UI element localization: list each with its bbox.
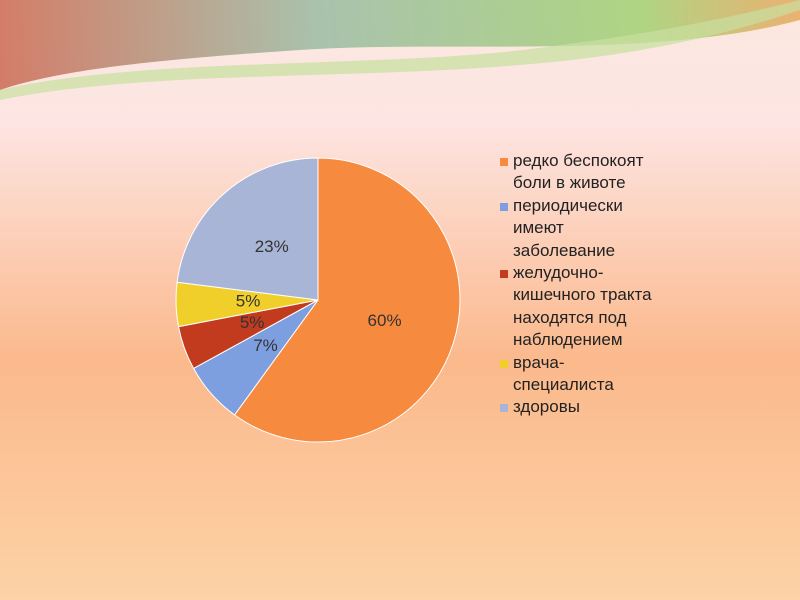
legend-label: редко беспокоят боли в животе — [513, 151, 644, 193]
wave — [0, 0, 800, 90]
legend-entry: желудочно-кишечного тракта находятся под… — [500, 262, 665, 352]
data-label: 23% — [255, 237, 289, 256]
legend-label: периодически имеют заболевание — [513, 195, 623, 260]
legend-swatch — [500, 359, 508, 368]
wave — [0, 0, 800, 100]
pie-slice — [233, 157, 461, 443]
data-label: 5% — [236, 292, 261, 311]
legend-label: желудочно-кишечного тракта находятся под… — [513, 263, 652, 350]
data-label: 5% — [240, 313, 265, 332]
pie-slice — [176, 157, 319, 301]
legend-entry: здоровы — [500, 396, 665, 418]
legend: редко беспокоят боли в животе периодическ… — [500, 150, 665, 419]
legend-swatch — [500, 158, 508, 166]
legend-swatch — [500, 404, 508, 413]
legend-swatch — [500, 270, 508, 279]
legend-swatch — [500, 202, 508, 211]
legend-entry: периодически имеют заболевание — [500, 195, 665, 262]
legend-label: врача-специалиста — [513, 352, 614, 395]
legend-label: здоровы — [513, 397, 580, 417]
data-label: 60% — [368, 311, 402, 330]
legend-entry: врача-специалиста — [500, 352, 665, 397]
data-label: 7% — [253, 336, 278, 355]
legend-entry: редко беспокоят боли в животе — [500, 150, 665, 195]
